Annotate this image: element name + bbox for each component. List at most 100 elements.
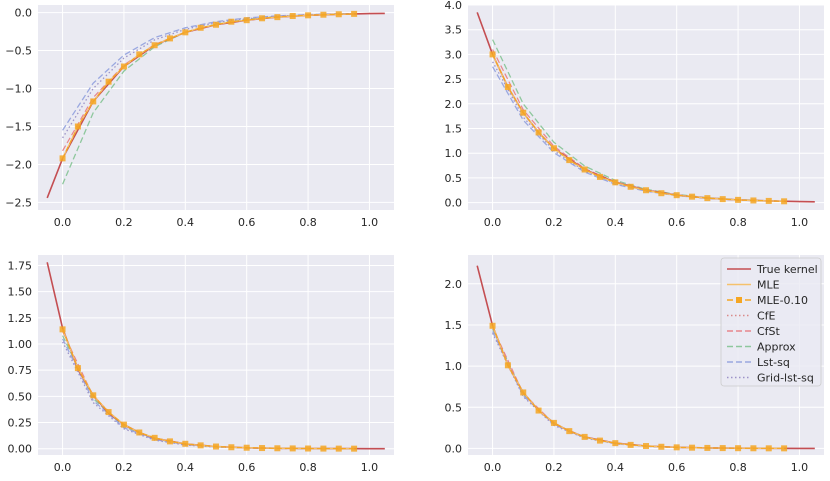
series-mle-010-point	[750, 445, 757, 452]
y-tick-label: −2.5	[5, 196, 32, 209]
series-mle-010-point	[320, 11, 327, 18]
y-tick-label: 2.0	[445, 98, 463, 111]
legend-item: Lst-sq	[727, 356, 790, 369]
series-mle-010-point	[151, 42, 158, 49]
x-tick-label: 0.0	[54, 461, 72, 474]
series-mle-010-point	[673, 192, 680, 199]
series-mle-010-point	[136, 51, 143, 58]
y-tick-label: −0.5	[5, 45, 32, 58]
series-mle-010-point	[581, 433, 588, 440]
series-mle-010-point	[627, 441, 634, 448]
y-tick-label: 1.0	[445, 360, 463, 373]
series-mle-010-point	[228, 444, 235, 451]
series-mle-010-point	[612, 440, 619, 447]
plot-area	[38, 5, 394, 210]
x-tick-label: 1.0	[791, 216, 809, 229]
y-tick-label: −1.5	[5, 120, 32, 133]
series-mle-010-point	[228, 18, 235, 25]
series-mle-010-point	[535, 129, 542, 136]
series-mle-010-point	[520, 109, 527, 116]
series-mle-010-point	[643, 443, 649, 450]
series-mle-010-point	[243, 444, 250, 451]
legend-item: CfSt	[727, 325, 781, 338]
series-mle-010-point	[550, 145, 557, 152]
x-tick-label: 0.6	[238, 216, 256, 229]
y-tick-label: 3.0	[445, 48, 463, 61]
series-mle-010-point	[259, 15, 266, 22]
x-tick-label: 0.8	[299, 461, 317, 474]
legend-item: MLE	[727, 279, 780, 292]
series-mle-010-point	[704, 195, 711, 202]
series-mle-010-point	[489, 51, 496, 58]
y-tick-label: 1.00	[8, 338, 33, 351]
x-tick-label: 0.0	[484, 216, 502, 229]
legend-label: MLE	[757, 279, 780, 292]
series-mle-010-point	[182, 29, 189, 36]
series-mle-010-point	[90, 392, 97, 399]
series-mle-010-point	[535, 407, 542, 414]
legend-label: Grid-lst-sq	[757, 372, 814, 385]
legend-marker	[736, 297, 742, 303]
x-tick-label: 0.4	[607, 216, 625, 229]
series-mle-010-point	[213, 21, 219, 28]
y-tick-label: 2.0	[445, 278, 463, 291]
y-tick-label: 4.0	[445, 0, 463, 12]
series-mle-010-point	[197, 442, 204, 449]
series-mle-010-point	[581, 166, 588, 173]
legend-box	[720, 257, 822, 387]
x-tick-label: 0.6	[238, 461, 256, 474]
series-mle-010-point	[274, 14, 281, 21]
series-mle-010-point	[197, 24, 204, 31]
series-mle-010-point	[658, 190, 665, 197]
series-mle-010-point	[136, 429, 143, 436]
series-mle-010-point	[335, 445, 342, 452]
y-tick-label: 0.0	[445, 442, 463, 455]
series-mle-010-point	[566, 428, 573, 435]
series-mle-010-point	[489, 322, 496, 329]
y-tick-label: 0.0	[15, 7, 33, 20]
series-mle-010-point	[213, 443, 219, 450]
series-mle-010-point	[673, 444, 680, 451]
series-mle-010-point	[781, 198, 788, 205]
series-mle-010-point	[719, 445, 726, 452]
series-mle-010-point	[151, 434, 158, 441]
y-tick-label: 0.50	[8, 390, 33, 403]
series-mle-010-point	[289, 13, 296, 20]
series-mle-010-point	[719, 196, 726, 203]
series-mle-010-point	[689, 444, 696, 451]
series-mle-010-point	[765, 445, 772, 452]
y-tick-label: 0.5	[445, 172, 463, 185]
series-mle-010-point	[504, 362, 511, 369]
y-tick-label: 2.5	[445, 73, 463, 86]
y-tick-label: 0.0	[445, 197, 463, 210]
series-mle-010-point	[765, 197, 772, 204]
series-mle-010-point	[504, 84, 511, 90]
series-mle-010-point	[74, 365, 81, 372]
x-tick-label: 0.8	[299, 216, 317, 229]
y-tick-label: 1.0	[445, 147, 463, 160]
x-tick-label: 0.6	[668, 216, 686, 229]
y-tick-label: 0.00	[8, 443, 33, 456]
y-tick-label: 1.5	[445, 122, 463, 135]
legend-label: CfE	[757, 310, 776, 323]
series-mle-010-point	[596, 437, 603, 444]
legend: True kernel MLE MLE-0.10 CfE CfSt Approx Lst-s…	[720, 257, 822, 387]
series-mle-010-point	[735, 445, 742, 452]
series-mle-010-point	[105, 409, 112, 416]
series-mle-010-point	[550, 419, 557, 426]
series-mle-010-point	[305, 445, 312, 452]
series-mle-010-point	[351, 10, 358, 17]
x-tick-label: 0.4	[177, 216, 195, 229]
x-tick-label: 0.0	[54, 216, 72, 229]
y-tick-label: −2.0	[5, 158, 32, 171]
x-tick-label: 1.0	[361, 461, 379, 474]
y-tick-label: 1.25	[8, 312, 33, 325]
subplot-top-left: 0.0 0.2 0.4 0.6 0.8 1.0 −2.5 −2.0 −1.5 −1.0 −0.5 0.…	[5, 5, 394, 229]
x-tick-label: 0.0	[484, 461, 502, 474]
series-mle-010-point	[520, 389, 527, 396]
y-tick-label: 3.5	[445, 24, 463, 37]
series-mle-010-point	[750, 197, 757, 204]
series-mle-010-point	[166, 438, 173, 445]
x-tick-label: 0.4	[177, 461, 195, 474]
x-tick-label: 0.6	[668, 461, 686, 474]
